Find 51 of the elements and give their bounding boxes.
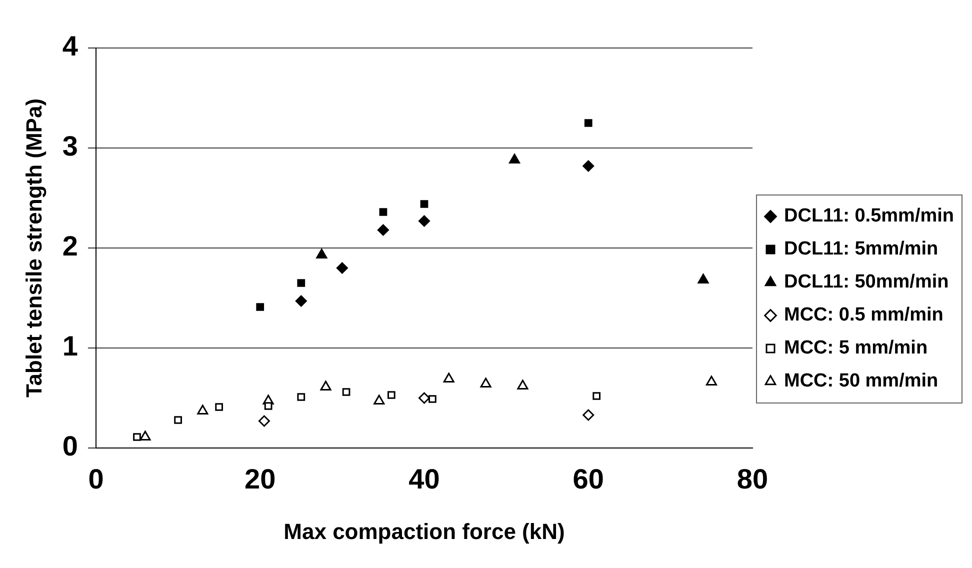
y-tick-label: 3 (62, 130, 78, 162)
x-axis-title: Max compaction force (kN) (284, 518, 565, 544)
x-tick-label: 0 (88, 464, 104, 495)
point (215, 403, 224, 411)
point (418, 392, 430, 404)
point (295, 295, 307, 307)
point (140, 430, 151, 440)
point (133, 433, 141, 441)
point (297, 279, 306, 287)
point (374, 394, 385, 404)
point (387, 391, 396, 399)
point (174, 416, 182, 424)
point (582, 409, 594, 421)
legend-label: DCL11: 0.5mm/min (784, 206, 954, 227)
point (592, 392, 601, 400)
point (480, 378, 492, 388)
point (379, 208, 388, 216)
point (316, 248, 328, 258)
y-axis-title: Tablet tensile strength (MPa) (21, 98, 46, 398)
point (584, 119, 592, 127)
y-tick-label: 1 (62, 330, 78, 362)
point (582, 160, 594, 172)
legend-label: MCC: 50 mm/min (784, 370, 938, 392)
point (418, 215, 430, 227)
x-tick-label: 20 (244, 464, 276, 495)
point (258, 415, 270, 427)
point (706, 376, 717, 386)
point (517, 380, 528, 390)
legend-label: MCC: 0.5 mm/min (784, 304, 944, 326)
y-tick-label: 0 (62, 430, 78, 462)
point (197, 404, 208, 414)
point (508, 154, 520, 164)
y-tick-label: 4 (62, 30, 78, 62)
point (443, 372, 454, 382)
point (428, 395, 436, 403)
point (256, 303, 264, 311)
point (320, 380, 332, 390)
legend-label: DCL11: 50mm/min (784, 272, 949, 293)
legend-label: MCC: 5 mm/min (784, 338, 928, 359)
point (297, 393, 306, 401)
x-tick-label: 40 (408, 464, 440, 495)
point (336, 262, 348, 274)
point (420, 200, 428, 208)
point (264, 402, 272, 410)
point (342, 388, 350, 396)
legend-label: DCL11: 5mm/min (784, 238, 938, 260)
y-tick-label: 2 (62, 230, 78, 262)
x-tick-label: 80 (736, 464, 768, 495)
point (377, 224, 389, 236)
x-tick-label: 60 (572, 464, 604, 495)
point (698, 274, 709, 284)
